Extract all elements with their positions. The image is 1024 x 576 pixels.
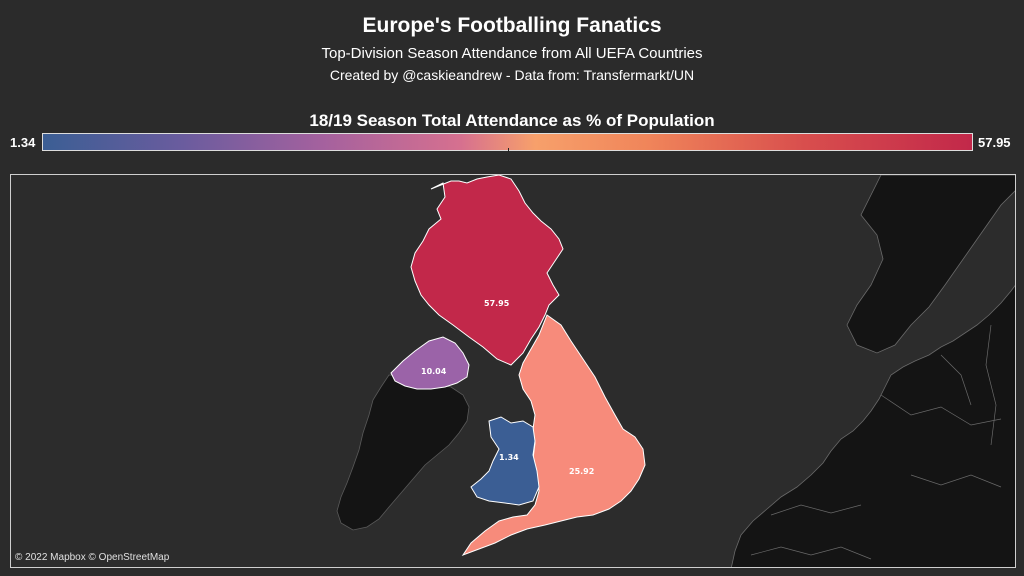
page-title: Europe's Footballing Fanatics [362,14,662,37]
region-scotland[interactable] [410,175,564,366]
country-borders [750,324,1002,560]
legend-color-bar [42,133,973,151]
legend-max-value: 57.95 [978,135,1011,150]
label-wales: 1.34 [499,453,519,462]
scandinavia-landmass [846,175,1015,354]
legend-title: 18/19 Season Total Attendance as % of Po… [309,111,715,130]
page-subtitle: Top-Division Season Attendance from All … [321,45,703,62]
label-england: 25.92 [569,467,594,476]
region-wales[interactable] [470,416,540,506]
legend-min-value: 1.34 [10,135,36,150]
ireland-landmass [336,374,470,531]
map-canvas[interactable]: 57.95 25.92 10.04 1.34 © 2022 Mapbox © O… [10,174,1016,568]
map-attribution[interactable]: © 2022 Mapbox © OpenStreetMap [15,552,170,563]
label-northern-ireland: 10.04 [421,367,447,376]
region-northern-ireland[interactable] [390,336,470,390]
label-scotland: 57.95 [484,299,510,308]
map-svg: 57.95 25.92 10.04 1.34 [336,175,1015,567]
continental-europe-landmass [731,284,1015,567]
legend-midpoint-tick [508,148,509,152]
region-england[interactable] [461,314,646,557]
credit-line: Created by @caskieandrew - Data from: Tr… [329,67,695,83]
